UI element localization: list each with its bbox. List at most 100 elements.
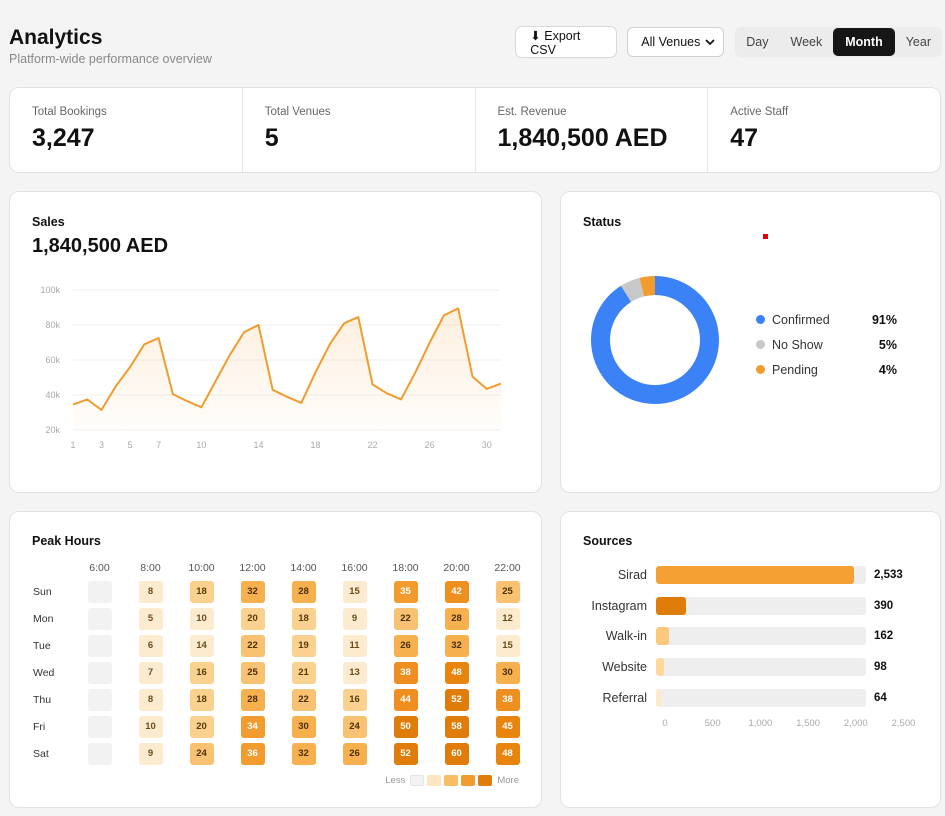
heatmap-cell: 10 — [138, 715, 163, 738]
heatmap-cell-slot: 22 — [278, 688, 329, 711]
legend-label: Confirmed — [772, 312, 830, 327]
heatmap-cell-slot: 5 — [125, 607, 176, 630]
source-label: Website — [602, 660, 647, 675]
y-tick-label: 100k — [40, 285, 60, 295]
heatmap-cell-slot: 21 — [278, 661, 329, 684]
stat-est-revenue: Est. Revenue 1,840,500 AED — [476, 88, 709, 172]
legend-swatch — [410, 775, 425, 786]
stat-label: Total Venues — [264, 106, 331, 118]
period-year[interactable]: Year — [905, 35, 931, 49]
stat-value: 3,247 — [32, 124, 95, 152]
heatmap-cell-slot: 32 — [431, 634, 482, 657]
x-tick-label: 10 — [196, 440, 206, 450]
heatmap-cell-slot: 50 — [380, 715, 431, 738]
heatmap-cell: 8 — [138, 688, 163, 711]
heatmap-cell: 21 — [291, 661, 316, 684]
source-label: Instagram — [591, 598, 647, 613]
heatmap-cell-slot: 34 — [227, 715, 278, 738]
heatmap-cell-slot: 6 — [125, 634, 176, 657]
source-track — [656, 658, 866, 677]
source-label: Referral — [602, 690, 647, 705]
source-bar — [656, 658, 664, 677]
heatmap-cell-slot: 15 — [329, 580, 380, 603]
heatmap-cell: 44 — [393, 688, 418, 711]
peak-hours-card: Peak Hours 6:00 8:00 10:00 12:00 14:00 16:00 1… — [9, 511, 542, 808]
donut-slice — [591, 276, 719, 404]
x-tick-label: 14 — [253, 440, 263, 450]
legend-label: No Show — [772, 337, 823, 352]
source-row: Referral 64 — [561, 688, 887, 708]
heatmap-cell: 13 — [342, 661, 367, 684]
heatmap-cell — [87, 661, 112, 684]
heatmap-cell: 7 — [138, 661, 163, 684]
x-tick-label: 7 — [156, 440, 161, 450]
heatmap-cell-slot: 52 — [431, 688, 482, 711]
heatmap-cell: 22 — [393, 607, 418, 630]
heatmap-cell-slot — [74, 715, 125, 738]
heatmap-cell: 9 — [138, 742, 163, 765]
y-tick-label: 40k — [45, 390, 60, 400]
heatmap-cell: 26 — [342, 742, 367, 765]
stats-strip: Total Bookings 3,247 Total Venues 5 Est.… — [9, 87, 941, 173]
status-legend: Confirmed 91% No Show 5% Pending 4% — [756, 307, 897, 382]
heatmap-cell-slot: 28 — [431, 607, 482, 630]
heatmap-row: Mon 5 10 20 18 9 22 28 12 — [30, 605, 533, 632]
source-label: Sirad — [617, 568, 647, 582]
heatmap-cell-slot: 9 — [329, 607, 380, 630]
heatmap-cell: 48 — [495, 742, 520, 765]
source-track — [656, 627, 866, 646]
heatmap-row: Sun 8 18 32 28 15 35 42 25 — [30, 578, 533, 605]
heatmap-row: Tue 6 14 22 19 11 26 32 15 — [30, 632, 533, 659]
x-tick-label: 26 — [425, 440, 435, 450]
day-label: Sun — [33, 585, 52, 598]
donut-slice — [591, 276, 719, 404]
heatmap-cell-slot — [74, 607, 125, 630]
sales-title: Sales — [32, 215, 65, 229]
page-subtitle: Platform-wide performance overview — [9, 52, 212, 66]
heatmap-cell-slot: 13 — [329, 661, 380, 684]
axis-tick-label: 2,000 — [843, 718, 868, 729]
heatmap-cell-slot: 48 — [482, 742, 533, 765]
heatmap-cell: 15 — [342, 580, 367, 603]
heatmap-cell: 20 — [189, 715, 214, 738]
heatmap-cell: 52 — [444, 688, 469, 711]
heatmap-cell-slot: 42 — [431, 580, 482, 603]
heatmap-cell-slot: 18 — [176, 688, 227, 711]
heatmap-cell: 22 — [291, 688, 316, 711]
stat-total-venues: Total Venues 5 — [243, 88, 476, 172]
heatmap-cell-slot: 44 — [380, 688, 431, 711]
period-month[interactable]: Month — [833, 28, 895, 56]
heatmap-cell: 45 — [495, 715, 520, 738]
heatmap-cell — [87, 607, 112, 630]
heatmap-cell: 48 — [444, 661, 469, 684]
heatmap-cell: 50 — [393, 715, 418, 738]
heatmap-cell-slot: 25 — [482, 580, 533, 603]
heatmap-cell-slot: 25 — [227, 661, 278, 684]
source-track — [656, 566, 866, 584]
source-bar — [656, 596, 687, 615]
heatmap-cell-slot: 38 — [380, 661, 431, 684]
heatmap-cell: 26 — [393, 634, 418, 657]
axis-tick-label: 500 — [704, 718, 721, 729]
stat-value: 47 — [730, 124, 759, 152]
heatmap-cell: 15 — [495, 634, 520, 657]
heatmap-cell: 36 — [240, 742, 265, 765]
period-day[interactable]: Day — [746, 35, 769, 49]
heatmap-cell-slot — [74, 742, 125, 765]
heatmap-cell: 20 — [240, 607, 265, 630]
heatmap-row: Thu 8 18 28 22 16 44 52 38 — [30, 686, 533, 713]
legend-dot — [756, 365, 765, 374]
stat-total-bookings: Total Bookings 3,247 — [10, 88, 243, 172]
heatmap-cell-slot: 20 — [227, 607, 278, 630]
heatmap-cell: 12 — [495, 607, 520, 630]
heatmap-cell-slot: 30 — [482, 661, 533, 684]
heatmap-cell: 30 — [291, 715, 316, 738]
stat-label: Total Bookings — [32, 106, 107, 118]
venue-select[interactable]: All Venues — [627, 27, 725, 57]
export-csv-button[interactable]: ⬇ Export CSV — [515, 26, 618, 58]
heatmap-cell-slot: 22 — [227, 634, 278, 657]
x-tick-label: 22 — [368, 440, 378, 450]
heatmap-cell-slot: 30 — [278, 715, 329, 738]
source-row: Instagram 390 — [561, 596, 893, 616]
period-week[interactable]: Week — [790, 35, 823, 49]
